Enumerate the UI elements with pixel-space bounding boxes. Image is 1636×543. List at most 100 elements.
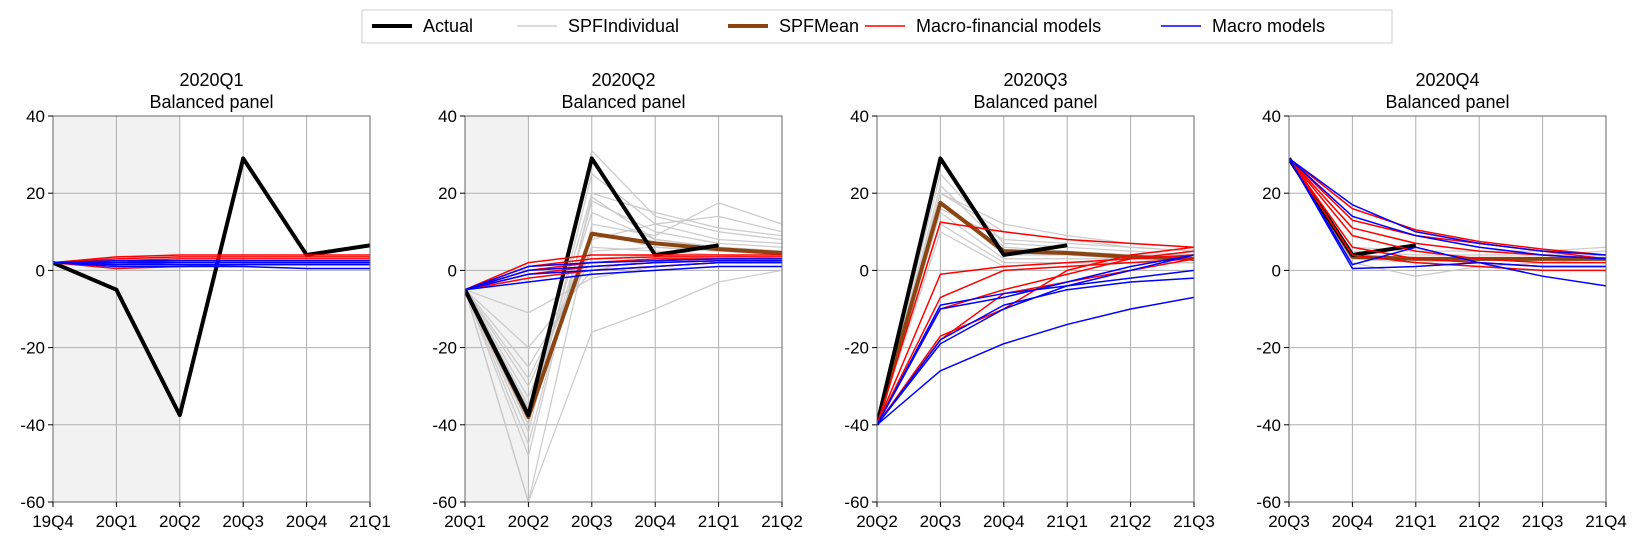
macro-financial-line	[53, 256, 370, 264]
panel-subtitle: Balanced panel	[149, 92, 273, 112]
x-tick-label: 21Q3	[1522, 512, 1564, 531]
macro-model-line	[53, 261, 370, 270]
macro-model-line	[465, 258, 782, 291]
macro-financial-line	[465, 254, 782, 291]
y-tick-label: 40	[850, 107, 869, 126]
spf-individual-line	[465, 215, 782, 407]
macro-model-line	[1289, 157, 1606, 256]
spf-individual-line	[465, 150, 782, 426]
y-tick-label: -60	[1256, 493, 1281, 512]
y-tick-label: 20	[26, 184, 45, 203]
panel-subtitle: Balanced panel	[1385, 92, 1509, 112]
y-tick-label: 0	[1272, 261, 1281, 280]
legend-label: Macro-financial models	[916, 16, 1101, 36]
y-tick-label: 0	[36, 261, 45, 280]
panel-title: 2020Q4	[1415, 70, 1479, 90]
panel-subtitle: Balanced panel	[973, 92, 1097, 112]
macro-model-line	[465, 265, 782, 291]
x-tick-label: 20Q4	[983, 512, 1025, 531]
y-tick-label: 0	[448, 261, 457, 280]
x-tick-label: 20Q2	[159, 512, 201, 531]
x-tick-label: 21Q1	[349, 512, 391, 531]
x-tick-label: 21Q2	[761, 512, 803, 531]
panel-title: 2020Q1	[179, 70, 243, 90]
macro-model-line	[53, 260, 370, 264]
macro-model-line	[1289, 158, 1606, 270]
x-tick-label: 20Q4	[286, 512, 328, 531]
panel-subtitle: Balanced panel	[561, 92, 685, 112]
x-tick-label: 20Q3	[222, 512, 264, 531]
macro-financial-line	[877, 221, 1194, 426]
macro-financial-line	[877, 258, 1194, 426]
x-tick-label: 20Q2	[508, 512, 550, 531]
spf-individual-line	[877, 207, 1194, 425]
y-tick-label: -40	[1256, 416, 1281, 435]
actual-line	[877, 156, 1068, 426]
x-tick-label: 20Q3	[571, 512, 613, 531]
legend-label: SPFMean	[779, 16, 859, 36]
y-tick-label: -20	[844, 339, 869, 358]
macro-model-line	[877, 277, 1194, 426]
actual-line	[53, 156, 370, 418]
legend-label: SPFIndividual	[568, 16, 679, 36]
chart-panels: -60 -40 -20 0 20 40 19Q4 20Q1 20Q2 20Q3 20Q4 21Q1 20…	[20, 70, 1626, 531]
chart-panel-1: -60 -40 -20 0 20 40 19Q4 20Q1 20Q2 20Q3 20Q4 21Q1 20…	[20, 70, 390, 531]
panel-title: 2020Q2	[591, 70, 655, 90]
y-tick-label: 20	[850, 184, 869, 203]
macro-model-line	[465, 260, 782, 291]
spf-mean-line	[1289, 157, 1606, 261]
macro-financial-line	[1289, 157, 1606, 260]
y-tick-label: -40	[432, 416, 457, 435]
y-tick-label: -20	[1256, 339, 1281, 358]
legend-label: Actual	[423, 16, 473, 36]
y-tick-label: -40	[844, 416, 869, 435]
x-tick-label: 20Q3	[1268, 512, 1310, 531]
spf-individual-line	[877, 173, 1194, 425]
x-tick-label: 21Q1	[1046, 512, 1088, 531]
x-tick-label: 21Q1	[698, 512, 740, 531]
actual-line	[465, 156, 719, 418]
macro-model-line	[465, 261, 782, 291]
x-tick-label: 19Q4	[32, 512, 74, 531]
macro-model-line	[53, 261, 370, 266]
plot-frame	[876, 115, 1195, 503]
y-tick-label: -40	[20, 416, 45, 435]
spf-individual-line	[465, 173, 782, 434]
y-tick-label: -60	[844, 493, 869, 512]
y-tick-label: 40	[438, 107, 457, 126]
y-tick-label: -60	[20, 493, 45, 512]
spf-individual-line	[465, 200, 782, 445]
legend-label: Macro models	[1212, 16, 1325, 36]
x-tick-label: 20Q2	[856, 512, 898, 531]
x-tick-label: 20Q4	[634, 512, 676, 531]
plot-frame	[52, 115, 371, 503]
macro-financial-line	[1289, 157, 1606, 256]
y-tick-label: 40	[26, 107, 45, 126]
x-tick-label: 21Q1	[1395, 512, 1437, 531]
macro-model-line	[1289, 158, 1606, 287]
series-group	[877, 156, 1194, 426]
y-tick-label: 40	[1262, 107, 1281, 126]
y-tick-label: 20	[438, 184, 457, 203]
x-tick-label: 21Q4	[1585, 512, 1627, 531]
plot-frame	[1288, 115, 1607, 503]
x-tick-label: 21Q2	[1110, 512, 1152, 531]
macro-model-line	[877, 254, 1194, 426]
series-group	[1289, 157, 1606, 287]
y-tick-label: 20	[1262, 184, 1281, 203]
series-group	[53, 156, 370, 418]
chart-panel-3: -60 -40 -20 0 20 40 20Q2 20Q3 20Q4 21Q1 21Q2 21Q3 20…	[844, 70, 1214, 531]
y-tick-label: 0	[860, 261, 869, 280]
macro-financial-line	[53, 254, 370, 264]
chart-panel-4: -60 -40 -20 0 20 40 20Q3 20Q4 21Q1 21Q2 21Q3 21Q4 20…	[1256, 70, 1626, 531]
x-tick-label: 20Q3	[920, 512, 962, 531]
y-tick-label: -20	[20, 339, 45, 358]
x-tick-label: 21Q2	[1458, 512, 1500, 531]
y-tick-label: -60	[432, 493, 457, 512]
series-group	[465, 150, 782, 502]
x-tick-label: 20Q4	[1332, 512, 1374, 531]
chart-panel-2: -60 -40 -20 0 20 40 20Q1 20Q2 20Q3 20Q4 21Q1 21Q2 20…	[432, 70, 802, 531]
macro-model-line	[877, 254, 1194, 426]
